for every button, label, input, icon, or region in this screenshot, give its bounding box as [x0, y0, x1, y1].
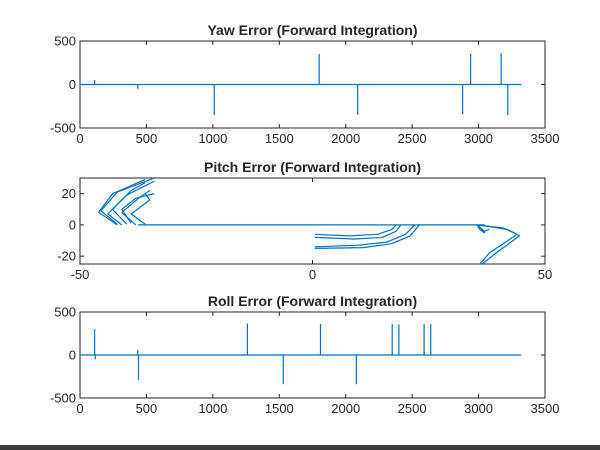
- pitch-trajectory: [121, 193, 155, 224]
- roll-axes: Roll Error (Forward Integration) 0 500 1000…: [50, 293, 559, 416]
- yaw-axes: Yaw Error (Forward Integration) 0 500 1000 1…: [50, 22, 559, 146]
- roll-y-tick-label: 0: [69, 348, 76, 363]
- pitch-trajectory: [314, 224, 397, 237]
- roll-x-tick-label: 1500: [265, 401, 294, 416]
- pitch-y-tick-label: 20: [62, 186, 76, 201]
- yaw-y-tick-label: 500: [54, 34, 76, 49]
- yaw-x-tick-label: 500: [136, 131, 158, 146]
- roll-y-tick-label: 500: [54, 305, 76, 320]
- roll-series: [80, 323, 522, 385]
- pitch-series: [97, 178, 521, 264]
- pitch-x-tick-label: 50: [538, 267, 552, 282]
- pitch-trajectory: [100, 178, 155, 225]
- yaw-series: [80, 53, 522, 115]
- pitch-trajectory: [314, 224, 416, 248]
- pitch-trajectory: [314, 224, 420, 249]
- pitch-trajectory: [130, 193, 151, 225]
- yaw-x-tick-label: 3500: [531, 131, 560, 146]
- pitch-y-tick-label: 0: [69, 217, 76, 232]
- pitch-y-tick-label: -20: [57, 249, 76, 264]
- pitch-x-tick-label: 0: [309, 267, 316, 282]
- yaw-x-tick-label: 3000: [464, 131, 493, 146]
- roll-x-tick-label: 0: [76, 401, 83, 416]
- yaw-x-tick-label: 1000: [198, 131, 227, 146]
- yaw-y-tick-label: -500: [50, 121, 76, 136]
- roll-x-tick-label: 500: [136, 401, 158, 416]
- pitch-axes: Pitch Error (Forward Integration) -50 0 50 -…: [57, 159, 552, 282]
- pitch-plot-area: [79, 177, 546, 265]
- yaw-x-tick-label: 2500: [398, 131, 427, 146]
- pitch-trajectory: [97, 179, 146, 226]
- yaw-y-tick-label: 0: [69, 77, 76, 92]
- roll-x-tick-label: 3500: [531, 401, 560, 416]
- roll-x-tick-label: 2500: [398, 401, 427, 416]
- window-bottom-edge: [0, 445, 600, 450]
- yaw-chart-title: Yaw Error (Forward Integration): [207, 22, 417, 38]
- pitch-trajectory: [111, 182, 146, 225]
- pitch-x-tick-label: -50: [71, 267, 90, 282]
- pitch-chart-title: Pitch Error (Forward Integration): [204, 159, 421, 175]
- yaw-x-tick-label: 0: [76, 131, 83, 146]
- roll-x-tick-label: 3000: [464, 401, 493, 416]
- yaw-x-tick-label: 1500: [265, 131, 294, 146]
- roll-x-tick-label: 1000: [198, 401, 227, 416]
- roll-x-tick-label: 2000: [331, 401, 360, 416]
- roll-chart-title: Roll Error (Forward Integration): [208, 293, 417, 309]
- yaw-x-tick-label: 2000: [331, 131, 360, 146]
- pitch-trajectory: [314, 224, 402, 240]
- pitch-trajectory: [479, 227, 490, 232]
- pitch-trajectory: [479, 224, 521, 264]
- roll-y-tick-label: -500: [50, 391, 76, 406]
